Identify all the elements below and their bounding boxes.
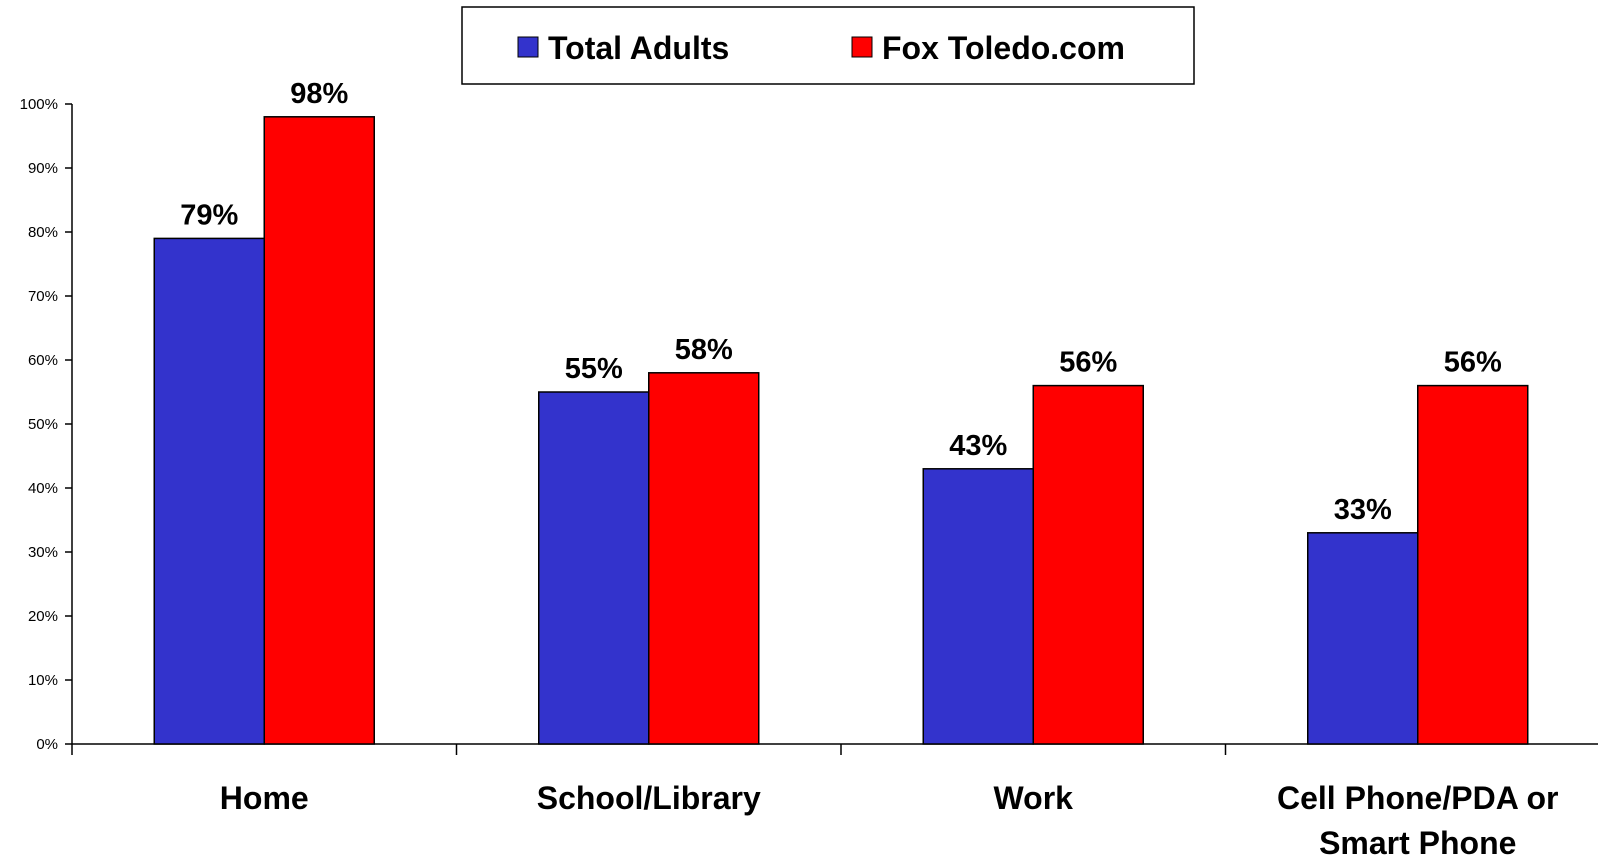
y-tick-label: 60% [28,352,58,369]
data-label: 56% [1059,347,1117,379]
bar [263,116,375,745]
x-category-label: School/Library [537,780,761,816]
data-label: 55% [565,353,623,385]
x-category-label: Work [994,780,1074,816]
y-tick-label: 10% [28,672,58,689]
legend: Total Adults Fox Toledo.com [461,6,1195,85]
data-labels: 79% 98% 55% 58% 43% 56% 33% 56% [180,78,1502,526]
legend-swatch-fox-toledo [851,36,873,58]
bar [538,391,650,745]
data-label: 98% [290,78,348,110]
y-tick-label: 100% [20,96,58,113]
legend-label-total-adults: Total Adults [548,30,729,66]
bar [1032,384,1144,745]
bars [153,116,1529,745]
bar [1417,384,1529,745]
y-tick-label: 70% [28,288,58,305]
legend-box [461,6,1195,85]
data-label: 79% [180,199,238,231]
legend-label-fox-toledo: Fox Toledo.com [882,30,1125,66]
data-label: 43% [949,430,1007,462]
data-label: 56% [1444,347,1502,379]
y-tick-label: 50% [28,416,58,433]
y-tick-label: 0% [36,736,58,753]
y-tick-label: 40% [28,480,58,497]
data-label: 33% [1334,494,1392,526]
x-category-label: Home [220,780,309,816]
bar [153,237,265,745]
bar [1307,532,1419,745]
y-tick-label: 30% [28,544,58,561]
bar [922,468,1034,745]
x-category-label: Smart Phone [1319,825,1516,858]
legend-swatch-total-adults [517,36,539,58]
y-tick-label: 90% [28,160,58,177]
data-label: 58% [675,334,733,366]
x-category-label: Cell Phone/PDA or [1277,780,1559,816]
y-tick-label: 20% [28,608,58,625]
y-tick-label: 80% [28,224,58,241]
bar [648,372,760,745]
